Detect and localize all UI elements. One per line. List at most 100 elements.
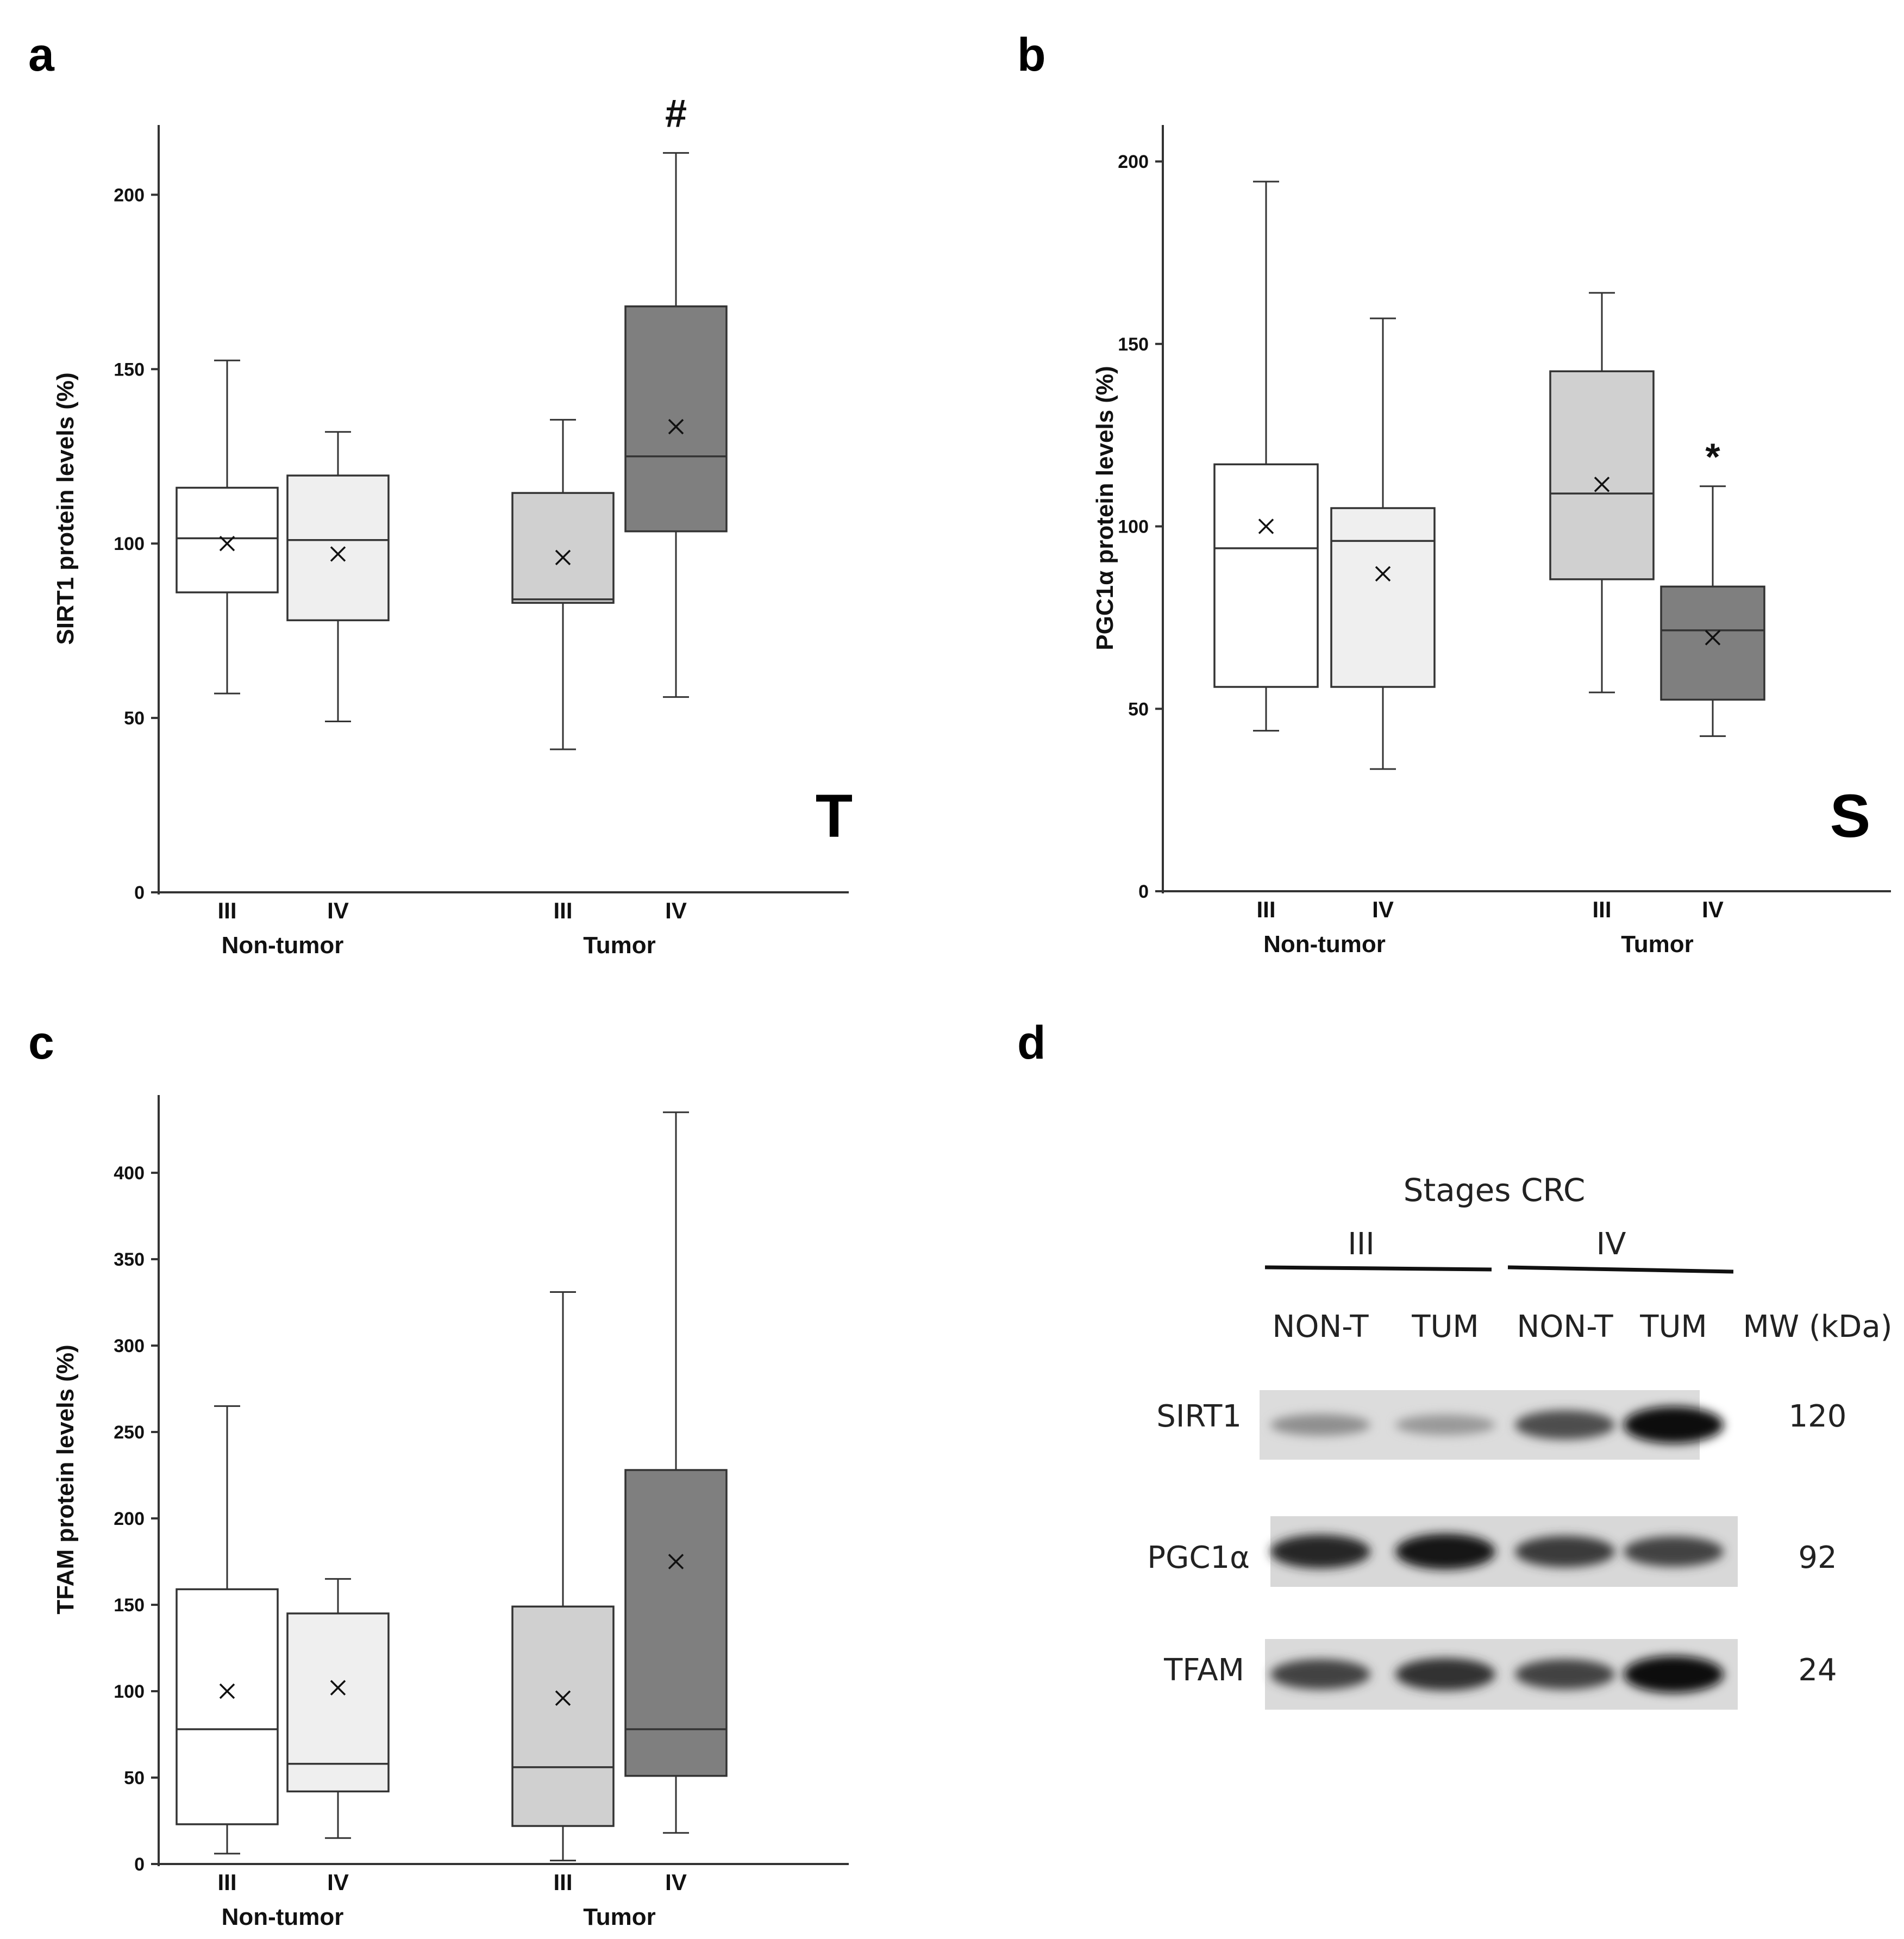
y-tick-label: 300: [114, 1336, 145, 1356]
western-blot-panel: Stages CRC III IV NON-T TUM NON-T TUM MW…: [1147, 1172, 1893, 1710]
x-group-label: Non-tumor: [1263, 931, 1386, 958]
mean-marker: [1375, 566, 1391, 582]
blot-band: [1515, 1536, 1615, 1567]
x-group-label: Non-tumor: [222, 932, 344, 959]
mean-marker: [555, 549, 571, 566]
panel-label-b: b: [1017, 29, 1046, 81]
x-tick-label: III: [1256, 897, 1275, 922]
box-iqr: [1330, 507, 1436, 688]
mean-marker: [668, 1554, 684, 1569]
blot-band: [1395, 1534, 1495, 1569]
mean-marker: [1258, 518, 1274, 534]
box-iqr: [286, 1612, 390, 1793]
x-tick-label: IV: [665, 1869, 687, 1895]
mean-marker: [330, 546, 346, 562]
mean-marker: [1594, 477, 1610, 492]
mw-header: MW (kDa): [1743, 1309, 1892, 1344]
box-iqr: [1549, 370, 1655, 580]
blot-stage-iii: III: [1348, 1227, 1375, 1262]
protein-name: PGC1α: [1147, 1540, 1250, 1575]
y-tick-label: 0: [134, 1854, 145, 1875]
blot-band: [1624, 1406, 1724, 1443]
y-tick-label: 50: [1128, 699, 1149, 720]
x-tick-label: IV: [1702, 897, 1724, 922]
corner-letter: T: [816, 782, 853, 850]
protein-name: TFAM: [1163, 1653, 1244, 1688]
chart-panel-c: 0 50 100 150 200 250 300 350 400 TFAM protein lev…: [52, 1095, 849, 1930]
box-iqr: [624, 305, 728, 533]
protein-mw: 92: [1798, 1540, 1837, 1575]
mean-marker: [555, 1690, 571, 1706]
blot-band: [1624, 1656, 1724, 1693]
y-tick-label: 50: [124, 708, 145, 729]
mean-marker: [1705, 630, 1721, 646]
blot-band: [1270, 1414, 1370, 1436]
x-group-label: Tumor: [583, 1904, 656, 1930]
lane-label: TUM: [1639, 1309, 1707, 1344]
x-group-label: Non-tumor: [222, 1904, 344, 1930]
y-axis-title: SIRT1 protein levels (%): [52, 372, 79, 645]
protein-mw: 120: [1789, 1399, 1847, 1434]
y-tick-label: 200: [114, 1509, 145, 1529]
significance-marker: *: [1705, 436, 1720, 478]
x-tick-label: IV: [1372, 897, 1394, 922]
mean-marker: [330, 1680, 346, 1696]
panel-label-a: a: [28, 29, 55, 81]
protein-mw: 24: [1798, 1653, 1837, 1688]
y-tick-label: 100: [1118, 517, 1149, 537]
lane-label: TUM: [1411, 1309, 1479, 1344]
blot-row-pgc1a: PGC1α 92: [1147, 1516, 1837, 1587]
panel-label-d: d: [1017, 1017, 1046, 1069]
mean-marker: [219, 535, 235, 552]
y-tick-label: 200: [114, 185, 145, 205]
x-group-label: Tumor: [1621, 931, 1694, 958]
chart-panel-b: 0 50 100 150 200 PGC1α protein levels (%) III I…: [1092, 125, 1891, 958]
lane-label: NON-T: [1517, 1309, 1613, 1344]
protein-name: SIRT1: [1156, 1399, 1242, 1434]
blot-band: [1515, 1410, 1615, 1440]
blot-band: [1395, 1658, 1495, 1691]
x-group-label: Tumor: [583, 932, 656, 959]
blot-title: Stages CRC: [1404, 1172, 1586, 1209]
x-tick-label: III: [553, 898, 572, 923]
blot-band: [1395, 1415, 1495, 1435]
box-iqr: [511, 1605, 615, 1827]
chart-panel-a: 0 50 100 150 200 SIRT1 protein levels (%) III I…: [52, 92, 853, 959]
y-tick-label: 50: [124, 1768, 145, 1788]
blot-band: [1270, 1659, 1370, 1690]
box-iqr: [286, 474, 390, 622]
box-iqr: [176, 1588, 279, 1825]
y-tick-label: 100: [114, 534, 145, 554]
x-tick-label: III: [553, 1869, 572, 1895]
stage-iv-line: [1507, 1265, 1734, 1274]
y-tick-label: 200: [1118, 152, 1149, 172]
box-iqr: [511, 492, 615, 604]
significance-marker: #: [665, 92, 687, 135]
blot-band: [1624, 1536, 1724, 1567]
mean-marker: [668, 418, 684, 435]
box-iqr: [176, 486, 279, 593]
box-iqr: [1660, 585, 1765, 701]
y-tick-label: 0: [1138, 881, 1149, 902]
x-tick-label: IV: [327, 1869, 349, 1895]
y-tick-label: 400: [114, 1163, 145, 1184]
y-axis-title: TFAM protein levels (%): [52, 1344, 79, 1614]
x-tick-label: III: [217, 898, 236, 923]
y-tick-label: 0: [134, 883, 145, 903]
y-tick-label: 100: [114, 1681, 145, 1702]
y-tick-label: 250: [114, 1422, 145, 1443]
stage-iii-line: [1264, 1265, 1492, 1272]
box-iqr: [1213, 463, 1319, 688]
corner-letter: S: [1830, 782, 1871, 850]
box-iqr: [624, 1469, 728, 1777]
y-tick-label: 150: [1118, 334, 1149, 355]
x-tick-label: IV: [665, 898, 687, 923]
blot-band: [1515, 1659, 1615, 1690]
blot-row-tfam: TFAM 24: [1163, 1639, 1837, 1710]
x-tick-label: IV: [327, 898, 349, 923]
y-tick-label: 150: [114, 359, 145, 380]
blot-stage-iv: IV: [1596, 1227, 1626, 1262]
y-tick-label: 150: [114, 1595, 145, 1616]
lane-label: NON-T: [1272, 1309, 1369, 1344]
